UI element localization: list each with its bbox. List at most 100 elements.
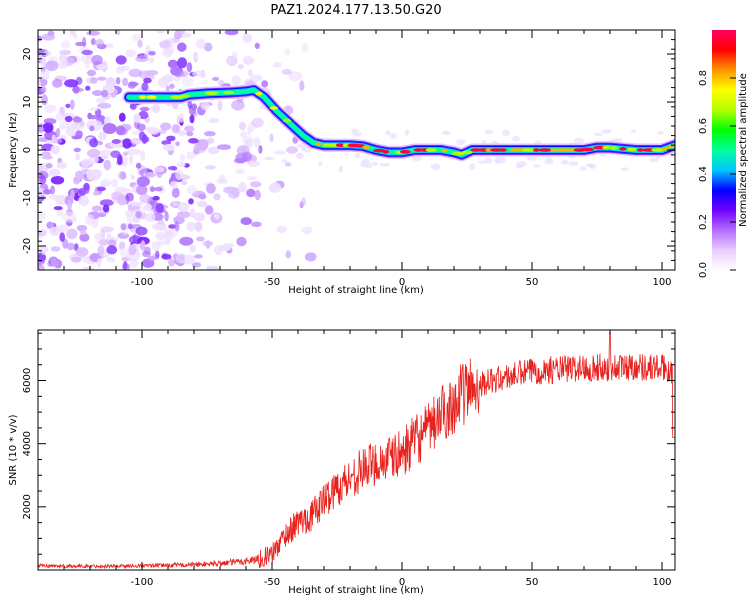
noise-blob <box>90 77 98 84</box>
noise-blob <box>189 114 195 124</box>
noise-blob <box>115 125 126 136</box>
signal-hotspot <box>204 91 219 95</box>
noise-blob <box>188 138 199 144</box>
noise-blob <box>185 151 196 160</box>
noise-blob <box>89 106 99 112</box>
noise-blob <box>122 77 129 87</box>
noise-blob <box>613 137 623 143</box>
y-tick-label: 20 <box>22 48 33 61</box>
noise-blob <box>75 41 86 47</box>
signal-hotspot <box>556 148 569 152</box>
noise-blob <box>143 246 151 255</box>
x-tick-label: -50 <box>264 277 280 288</box>
x-tick-label: -50 <box>264 577 280 588</box>
noise-blob <box>544 157 554 165</box>
noise-blob <box>128 244 137 256</box>
noise-blob <box>174 30 182 40</box>
noise-blob <box>136 176 150 187</box>
noise-blob <box>89 125 95 132</box>
noise-blob <box>139 106 150 112</box>
noise-blob <box>179 153 186 162</box>
noise-blob <box>189 245 197 253</box>
noise-blob <box>71 256 82 263</box>
noise-blob <box>246 188 256 198</box>
snr-ticks: -100 -50 0 50 100 2000 4000 6000 <box>22 330 675 588</box>
noise-blob <box>299 80 305 92</box>
noise-blob <box>97 76 107 81</box>
noise-blob <box>102 123 117 134</box>
noise-blob <box>494 158 500 164</box>
noise-blob <box>516 161 527 167</box>
noise-blob <box>115 55 127 65</box>
noise-blob <box>484 129 494 134</box>
noise-blob <box>45 162 53 169</box>
noise-blob <box>170 65 183 76</box>
noise-blob <box>161 140 172 146</box>
y-tick-label: 4000 <box>22 431 33 456</box>
spectrogram-x-label: Height of straight line (km) <box>288 285 424 296</box>
noise-blob <box>144 52 150 57</box>
noise-blob <box>47 30 55 37</box>
noise-blob <box>217 144 231 151</box>
noise-blob <box>171 123 181 134</box>
noise-blob <box>442 130 451 136</box>
noise-blob <box>155 203 164 213</box>
noise-blob <box>568 161 579 167</box>
noise-blob <box>218 244 231 252</box>
noise-blob <box>152 195 160 201</box>
noise-blob <box>207 146 220 155</box>
noise-blob <box>193 254 203 259</box>
noise-blob <box>533 164 541 168</box>
noise-blob <box>338 165 343 173</box>
signal-hotspot <box>580 147 595 152</box>
noise-blob <box>129 102 137 110</box>
noise-blob <box>64 79 79 88</box>
noise-blob <box>90 38 96 46</box>
noise-blob <box>195 39 206 49</box>
noise-blob <box>79 228 87 236</box>
colorbar-tick-label: 0.8 <box>698 70 709 86</box>
noise-blob <box>130 174 136 180</box>
noise-blob <box>78 195 89 207</box>
noise-blob <box>120 223 127 231</box>
noise-blob <box>165 47 175 54</box>
y-tick-label: 2000 <box>22 494 33 519</box>
noise-blob <box>97 102 112 109</box>
signal-hotspot <box>335 143 345 147</box>
noise-blob <box>52 78 63 88</box>
noise-blob <box>43 118 57 125</box>
noise-blob <box>288 71 303 82</box>
noise-blob <box>243 56 254 66</box>
noise-blob <box>175 141 180 146</box>
noise-blob <box>600 129 612 134</box>
colorbar-tick-label: 0.0 <box>698 262 709 278</box>
noise-blob <box>118 171 127 180</box>
noise-blob <box>231 75 241 86</box>
noise-blob <box>96 257 102 268</box>
noise-blob <box>107 239 117 248</box>
noise-blob <box>240 217 252 225</box>
snr-plot-frame <box>37 329 676 571</box>
noise-blob <box>157 240 167 246</box>
colorbar-tick-label: 0.4 <box>698 166 709 182</box>
x-tick-label: -100 <box>131 577 154 588</box>
signal-hotspot <box>255 91 263 96</box>
signal-hotspot <box>610 146 618 150</box>
signal-hotspot <box>451 151 465 156</box>
noise-blob <box>204 205 214 215</box>
noise-blob <box>128 235 143 245</box>
noise-blob <box>78 187 87 196</box>
noise-blob <box>38 264 45 270</box>
signal-hotspot <box>637 148 644 152</box>
noise-blob <box>135 162 142 169</box>
noise-blob <box>38 246 49 253</box>
signal-hotspot <box>382 150 390 154</box>
signal-hotspot <box>651 148 665 152</box>
noise-blob <box>122 151 129 156</box>
noise-blob <box>175 169 184 181</box>
noise-blob <box>235 168 245 175</box>
noise-blob <box>49 226 61 236</box>
y-tick-label: -10 <box>22 190 33 206</box>
x-tick-label: 0 <box>399 277 405 288</box>
